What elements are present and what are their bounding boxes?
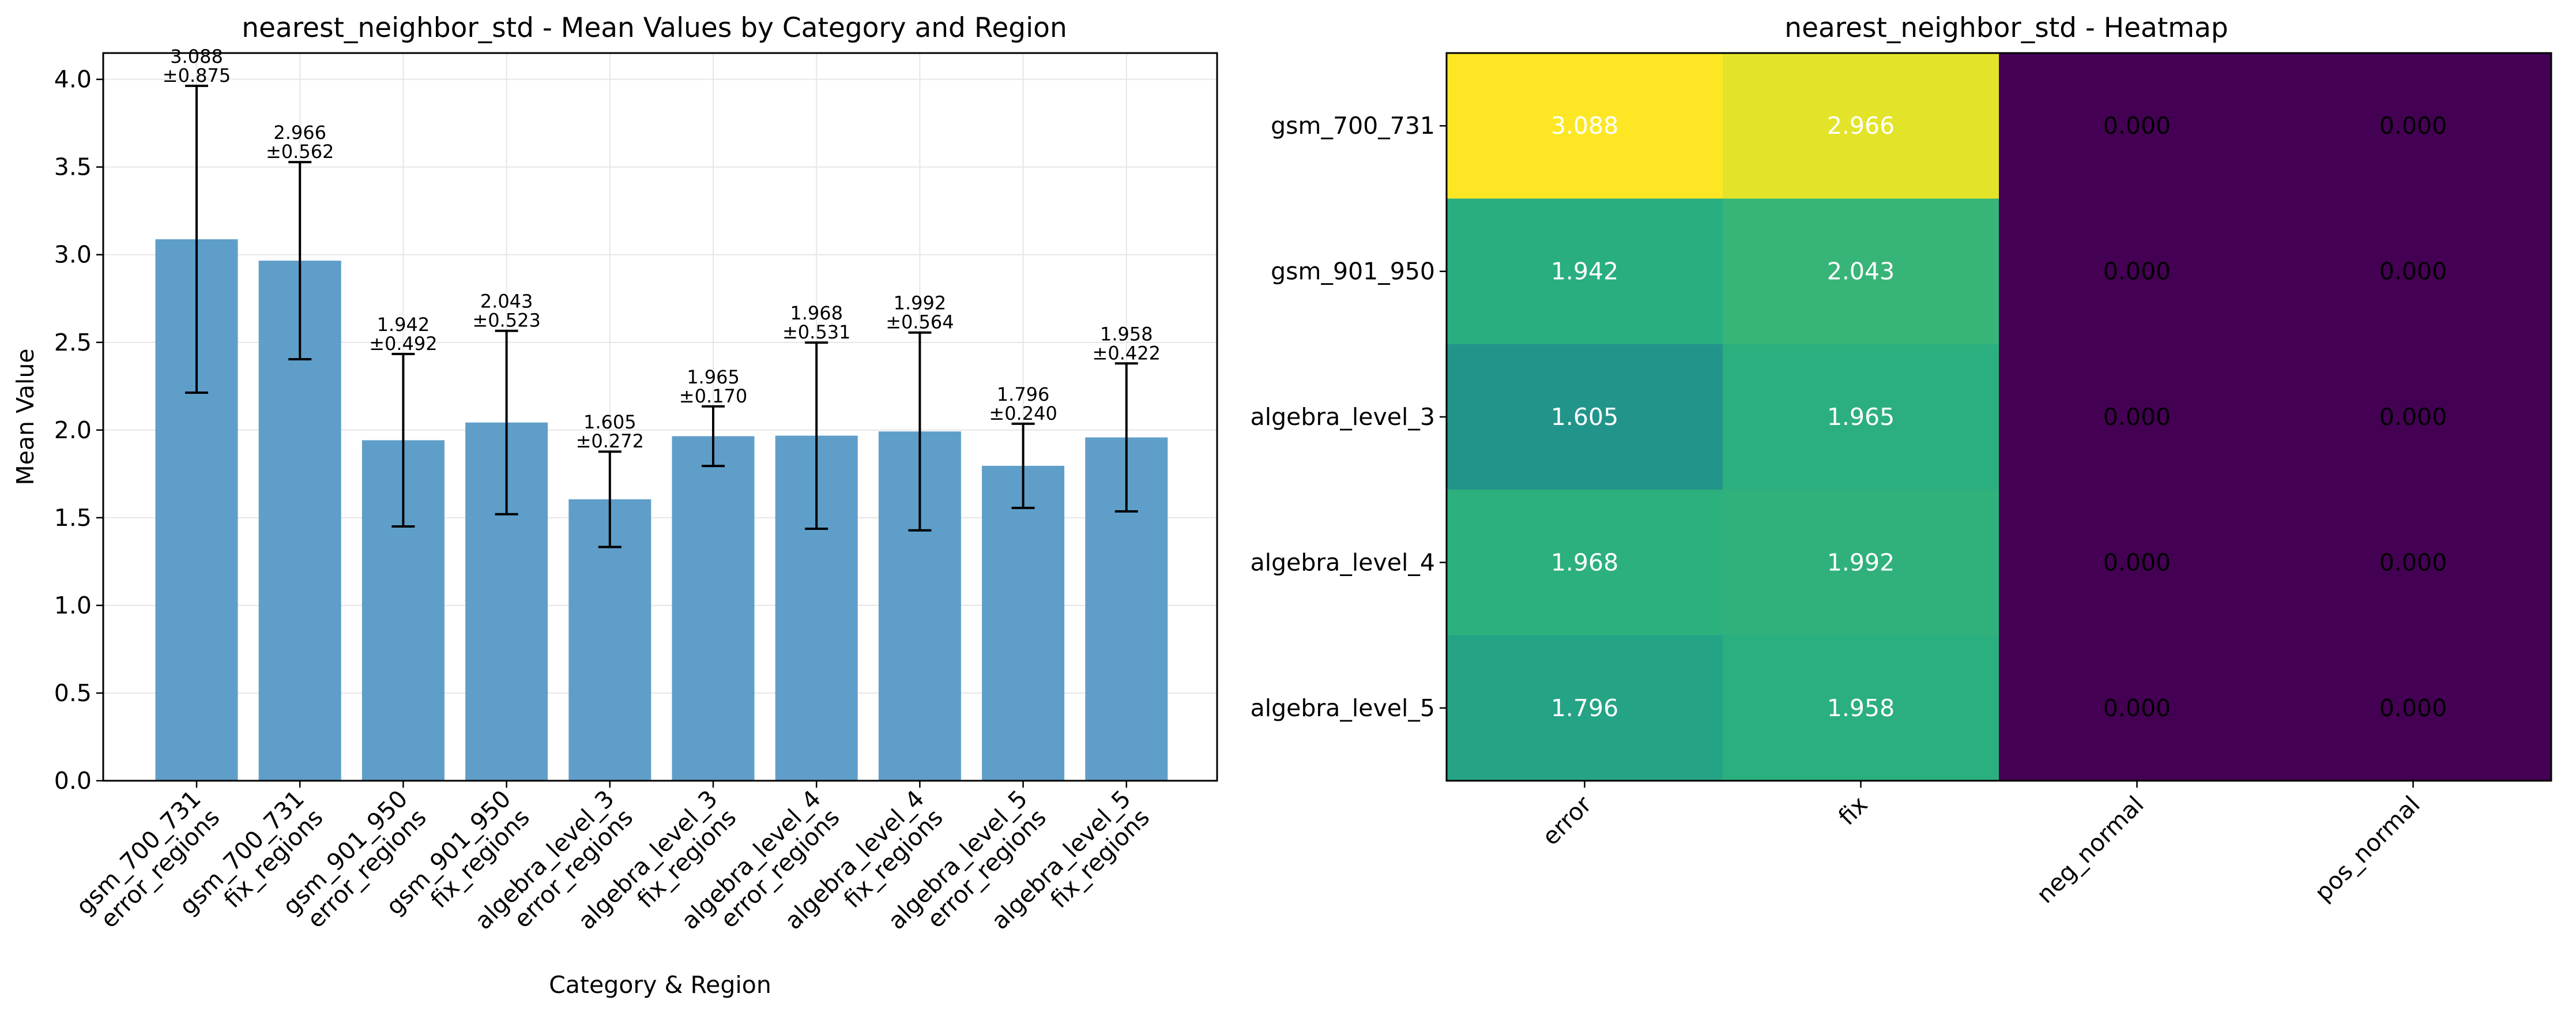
heatmap-cell (1999, 198, 2276, 345)
bar (672, 436, 755, 781)
bar-error-label: ±0.531 (782, 321, 850, 343)
bar-error-label: ±0.564 (886, 311, 954, 333)
bar-series (155, 239, 1168, 781)
bar-error-label: ±0.523 (472, 310, 540, 332)
heatmap-cell (1999, 53, 2276, 199)
row-tick-label: gsm_700_731 (1271, 112, 1435, 140)
bar-error-label: ±0.875 (163, 65, 231, 86)
heatmap-cell (1447, 53, 1723, 199)
heatmap-cell-label: 2.043 (1827, 258, 1895, 285)
heatmap-cell-label: 0.000 (2103, 694, 2171, 722)
y-tick-label: 1.0 (54, 592, 92, 619)
heatmap-cell-label: 0.000 (2379, 258, 2447, 285)
heatmap-title: nearest_neighbor_std - Heatmap (1784, 12, 2228, 44)
heatmap-cell-label: 0.000 (2379, 548, 2447, 576)
heatmap-cell (1723, 53, 1999, 199)
heatmap-cell (1447, 490, 1723, 636)
bar-value-label: 3.088 (170, 46, 223, 67)
bar (982, 465, 1065, 781)
bar-value-label: 1.605 (583, 411, 637, 433)
heatmap-cell (2275, 53, 2552, 199)
heatmap-cell (2275, 344, 2552, 490)
bar-chart-title: nearest_neighbor_std - Mean Values by Ca… (242, 12, 1067, 44)
heatmap-cell-label: 1.992 (1827, 548, 1895, 576)
heatmap-cell-label: 1.968 (1551, 548, 1618, 576)
y-tick-label: 3.5 (54, 153, 92, 181)
y-tick-label: 3.0 (54, 241, 92, 269)
bar-value-labels: 3.088±0.8752.966±0.5621.942±0.4922.043±0… (163, 46, 1161, 452)
heatmap-cell-label: 3.088 (1551, 112, 1618, 140)
bar-error-label: ±0.272 (576, 430, 644, 452)
row-tick-label: algebra_level_5 (1251, 694, 1435, 722)
heatmap-cell-label: 0.000 (2379, 112, 2447, 140)
heatmap-cell-label: 2.966 (1827, 112, 1895, 140)
row-tick-label: algebra_level_4 (1251, 548, 1435, 576)
bar-error-label: ±0.562 (266, 141, 334, 163)
bar-error-label: ±0.422 (1093, 342, 1161, 364)
y-tick-label: 1.5 (54, 504, 92, 532)
heatmap-cell-labels: 3.088 2.966 0.000 0.000 1.942 2.043 0.000 0.000… (1551, 112, 2447, 722)
y-axis-label: Mean Value (12, 348, 39, 485)
heatmap-cell-label: 1.965 (1827, 403, 1895, 431)
heatmap-frame (1445, 52, 2552, 782)
heatmap-cell-label: 0.000 (2103, 258, 2171, 285)
heatmap-cell-label: 0.000 (2379, 403, 2447, 431)
y-tick-label: 0.5 (54, 679, 92, 707)
heatmap-cell (1447, 198, 1723, 345)
heatmap-cell-label: 0.000 (2103, 548, 2171, 576)
heatmap-cell (2275, 198, 2552, 345)
bar-value-label: 1.958 (1100, 323, 1153, 345)
heatmap-cells (1447, 53, 2552, 781)
y-tick-label: 2.5 (54, 329, 92, 356)
y-tick-label: 2.0 (54, 416, 92, 444)
heatmap-row-ticks: gsm_700_731 gsm_901_950 algebra_level_3alg… (1251, 112, 1447, 722)
heatmap-cell-label: 1.796 (1551, 694, 1618, 722)
y-tick-label: 4.0 (54, 66, 92, 93)
row-tick-label: gsm_901_950 (1271, 258, 1435, 285)
bar-error-label: ±0.492 (369, 333, 437, 355)
bar-value-label: 2.966 (273, 122, 326, 144)
heatmap-cell (2275, 635, 2552, 781)
heatmap-cell (1723, 344, 1999, 490)
heatmap-cell-label: 0.000 (2103, 112, 2171, 140)
row-tick-label: algebra_level_3 (1251, 403, 1435, 431)
bar-value-label: 1.992 (894, 292, 947, 314)
bar-value-label: 1.968 (790, 302, 843, 324)
bar-value-label: 1.942 (377, 314, 430, 336)
heatmap-cell-label: 1.958 (1827, 694, 1895, 722)
heatmap-cell (1999, 344, 2276, 490)
heatmap-cell-label: 0.000 (2379, 694, 2447, 722)
heatmap-cell (1447, 344, 1723, 490)
heatmap-cell (1723, 198, 1999, 345)
heatmap-cell (1999, 635, 2276, 781)
heatmap-cell (1447, 635, 1723, 781)
bar-plot-frame (102, 52, 1218, 782)
bar-value-label: 1.965 (687, 366, 740, 388)
y-axis-ticks: 0.0 0.5 1.0 1.5 2.0 2.5 3.0 3.5 4.0 (54, 66, 103, 795)
bar-error-label: ±0.170 (679, 385, 747, 407)
bar-error-label: ±0.240 (989, 402, 1057, 424)
bar-value-label: 2.043 (480, 291, 533, 313)
heatmap-cell-label: 0.000 (2103, 403, 2171, 431)
x-axis-label: Category & Region (549, 971, 771, 999)
bar-value-label: 1.796 (997, 383, 1050, 405)
heatmap-cell-label: 1.942 (1551, 258, 1618, 285)
error-bars (185, 84, 1138, 548)
heatmap-cell (2275, 490, 2552, 636)
y-tick-label: 0.0 (54, 767, 92, 795)
heatmap-cell (1999, 490, 2276, 636)
heatmap-cell (1723, 635, 1999, 781)
heatmap-cell (1723, 490, 1999, 636)
heatmap-cell-label: 1.605 (1551, 403, 1618, 431)
